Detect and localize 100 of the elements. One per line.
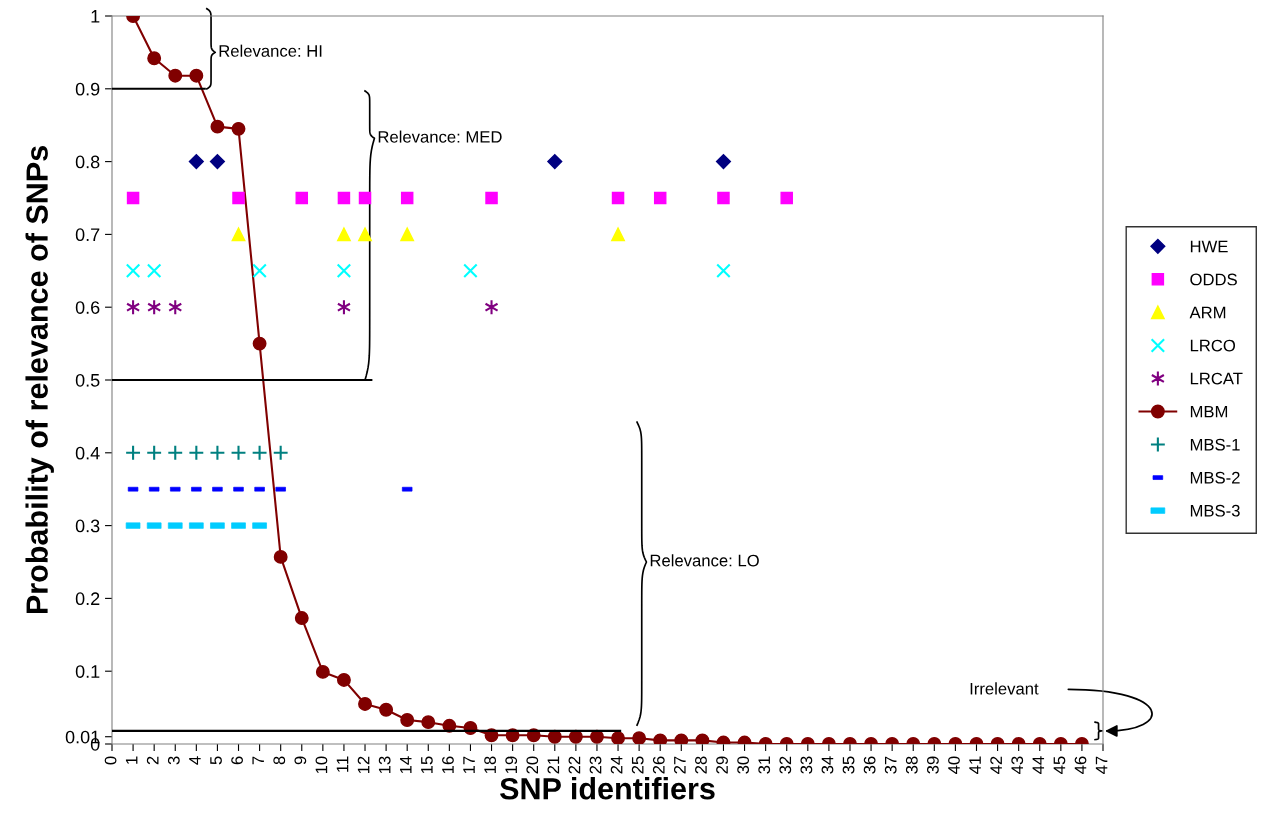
x-tick-label: 39 [926,756,939,774]
x-axis-title: SNP identifiers [499,777,715,800]
point [147,51,162,66]
point [337,191,351,205]
point [272,444,289,461]
x-tick-label: 42 [990,756,1002,774]
x-tick-label: 29 [716,756,728,774]
legend-label: MBM [1190,405,1228,418]
point [611,191,625,205]
x-tick-label: 6 [231,756,243,765]
legend-label: LRCAT [1190,372,1243,385]
x-tick-label: 28 [695,756,707,774]
x-tick-label: 10 [315,756,328,774]
y-axis-title: Probability of relevance of SNPs [25,146,54,614]
point [611,731,625,744]
point [230,444,247,461]
point [632,731,647,744]
point [379,702,394,717]
x-tick-label: 33 [800,756,813,774]
x-tick-label: 3 [167,756,180,765]
point [232,191,245,205]
x-tick-label: 1 [125,756,138,764]
point [252,263,267,279]
x-tick-label: 0 [104,756,117,765]
x-tick-label: 21 [547,756,560,774]
x-tick-label: 44 [1032,756,1045,774]
y-tick-label: 0.8 [75,155,100,169]
x-tick-label: 24 [610,756,623,774]
point [209,154,225,170]
x-tick-label: 2 [146,756,159,765]
x-tick-label: 38 [905,756,918,774]
x-tick-label: 30 [737,756,750,774]
x-tick-label: 40 [948,756,960,774]
point [146,263,162,279]
point [252,336,267,351]
point [400,227,415,242]
x-tick-label: 11 [336,756,349,772]
point [146,444,163,461]
point [653,191,667,205]
point [125,444,142,461]
x-tick-label: 37 [884,756,897,774]
point [336,263,352,279]
point [780,191,793,205]
x-tick-label: 7 [252,756,264,765]
point [547,154,563,170]
legend-label: MBS-2 [1190,471,1240,484]
point [653,733,668,744]
point [716,263,731,279]
point [294,611,309,626]
point [358,191,372,205]
x-tick-label: 36 [863,756,876,774]
y-tick-label: 1 [91,10,100,23]
point [167,444,184,461]
y-tick-label: 0.7 [75,228,100,242]
point [231,121,246,136]
x-tick-label: 35 [842,756,855,774]
y-tick-label: 0.3 [75,519,100,533]
annotation: Relevance: MED [378,130,502,143]
x-tick-label: 34 [821,756,834,774]
annotation: Irrelevant [970,682,1039,695]
point [358,697,372,711]
x-tick-label: 12 [357,756,370,774]
x-tick-label: 32 [779,756,792,774]
x-tick-label: 19 [505,756,518,774]
x-tick-label: 43 [1011,756,1024,774]
point [463,263,478,279]
x-tick-label: 17 [463,756,475,774]
point [126,191,140,205]
legend-label: ODDS [1190,273,1237,286]
x-tick-label: 13 [378,756,391,774]
point [400,191,414,205]
point [611,227,625,242]
point [209,444,226,461]
point [484,299,499,316]
point [358,227,372,242]
x-tick-label: 25 [631,756,644,774]
point [231,227,246,242]
point [295,191,309,205]
point [715,154,732,170]
y-tick-label: 0.2 [75,592,100,606]
legend-label: MBS-3 [1190,504,1240,517]
x-tick-label: 31 [758,756,771,774]
point [188,154,204,170]
legend-label: MBS-1 [1190,438,1240,451]
x-tick-label: 20 [526,756,539,774]
point [695,733,710,744]
x-tick-label: 14 [400,756,412,774]
x-tick-label: 26 [652,756,665,774]
x-tick-label: 5 [210,756,222,765]
point [421,715,436,730]
x-tick-label: 27 [673,756,686,774]
point [273,549,288,564]
y-tick-label: 0.9 [75,82,100,96]
annotation: Relevance: HI [219,44,322,57]
x-tick-label: 15 [421,756,433,774]
x-tick-label: 45 [1053,756,1066,774]
x-tick-label: 9 [294,756,307,765]
x-tick-label: 41 [969,756,981,774]
y-tick-label: 0.5 [75,373,100,387]
point [717,191,730,205]
